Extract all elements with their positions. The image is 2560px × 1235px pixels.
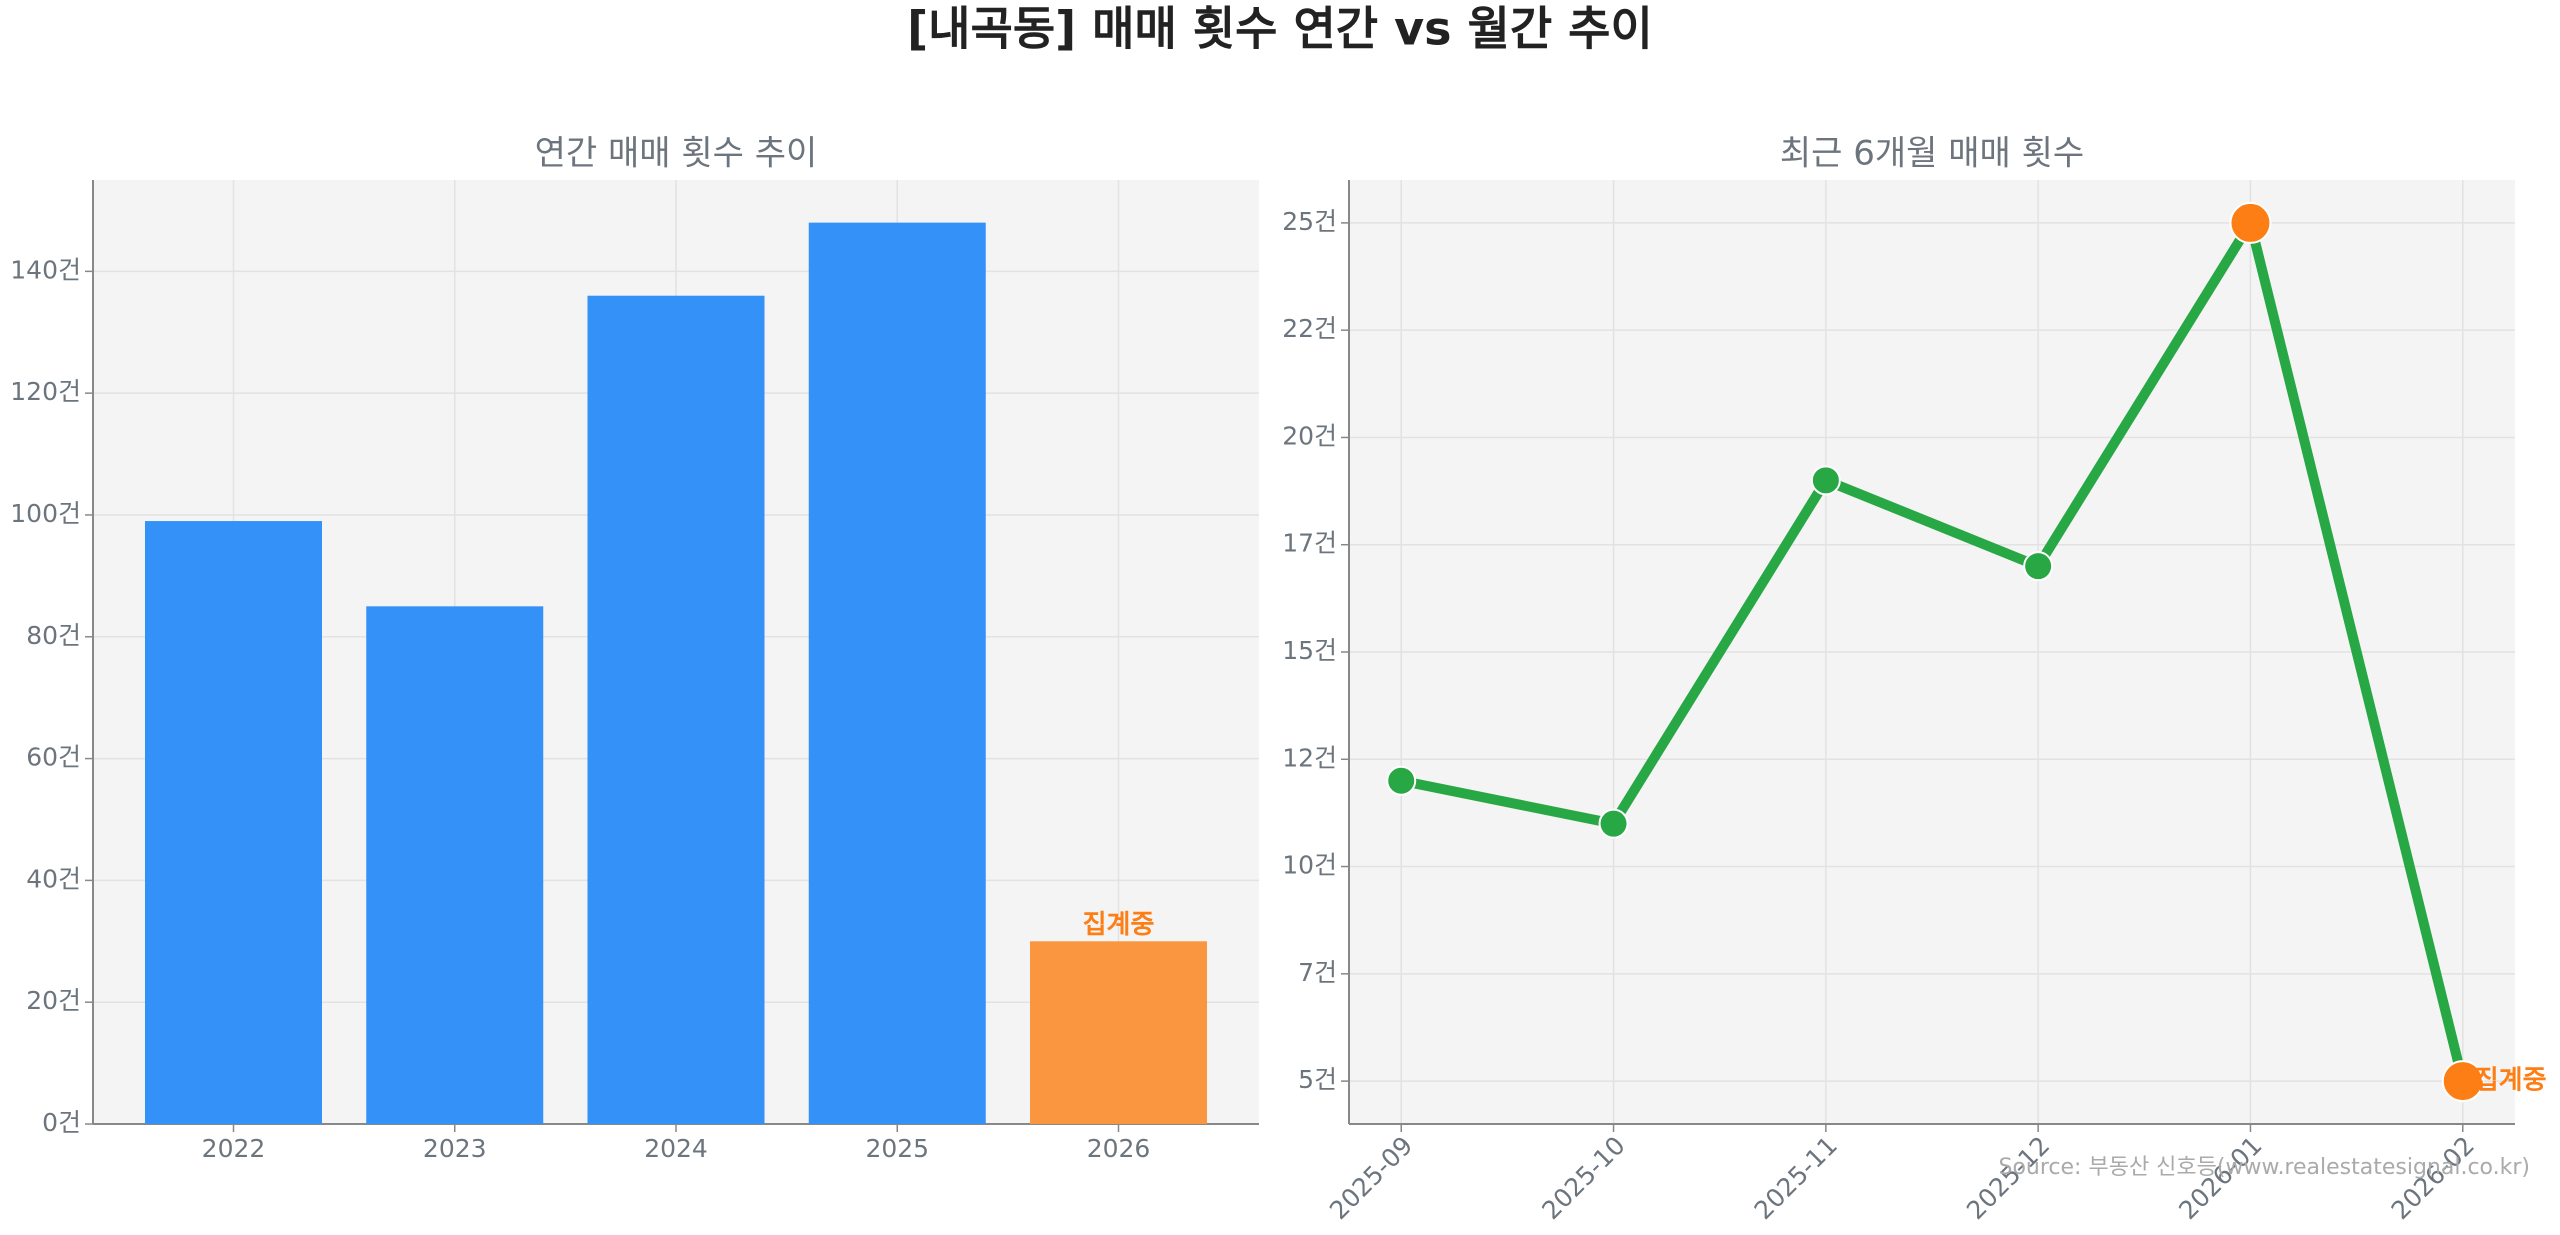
page-title: [내곡동] 매매 횟수 연간 vs 월간 추이 (907, 2, 1653, 56)
bar (366, 606, 544, 1124)
point (2229, 201, 2272, 244)
y-tick-label: 12건 (1282, 743, 1337, 772)
y-tick-label: 7건 (1298, 958, 1337, 987)
point (2023, 551, 2054, 582)
y-tick-label: 5건 (1298, 1065, 1337, 1094)
bar (1030, 941, 1208, 1124)
bar (808, 222, 986, 1124)
x-tick-label: 2025 (865, 1134, 929, 1163)
point (2441, 1060, 2484, 1103)
chart-title: 연간 매매 횟수 추이 (535, 134, 818, 174)
annotation: 집계중 (2475, 1066, 2547, 1096)
y-tick-label: 22건 (1282, 314, 1337, 343)
point (1386, 765, 1417, 796)
y-tick-label: 20건 (26, 986, 81, 1015)
point (1810, 465, 1841, 496)
x-tick-label: 2025-09 (1324, 1131, 1418, 1225)
source: Source: 부동산 신호등(www.realestatesignal.co.… (1999, 1155, 2531, 1180)
y-tick-label: 80건 (26, 621, 81, 650)
x-tick-label: 2023 (423, 1134, 487, 1163)
chart-title: 최근 6개월 매매 횟수 (1780, 134, 2084, 174)
y-tick-label: 100건 (10, 499, 81, 528)
x-tick-label: 2025-11 (1749, 1131, 1843, 1225)
y-tick-label: 40건 (26, 864, 81, 893)
y-tick-label: 0건 (42, 1108, 81, 1137)
point (1598, 808, 1629, 839)
annotation: 집계중 (1083, 910, 1155, 940)
x-tick-label: 2022 (202, 1134, 266, 1163)
x-tick-label: 2025-10 (1536, 1131, 1630, 1225)
bar (587, 295, 765, 1124)
y-tick-label: 15건 (1282, 636, 1337, 665)
x-tick-label: 2024 (644, 1134, 708, 1163)
y-tick-label: 60건 (26, 743, 81, 772)
y-tick-label: 120건 (10, 377, 81, 406)
bar (144, 521, 322, 1124)
y-tick-label: 140건 (10, 255, 81, 284)
y-tick-label: 10건 (1282, 851, 1337, 880)
y-tick-label: 20건 (1282, 421, 1337, 450)
line (1400, 217, 2468, 1083)
y-tick-label: 25건 (1282, 207, 1337, 236)
x-tick-label: 2026 (1087, 1134, 1151, 1163)
y-tick-label: 17건 (1282, 529, 1337, 558)
